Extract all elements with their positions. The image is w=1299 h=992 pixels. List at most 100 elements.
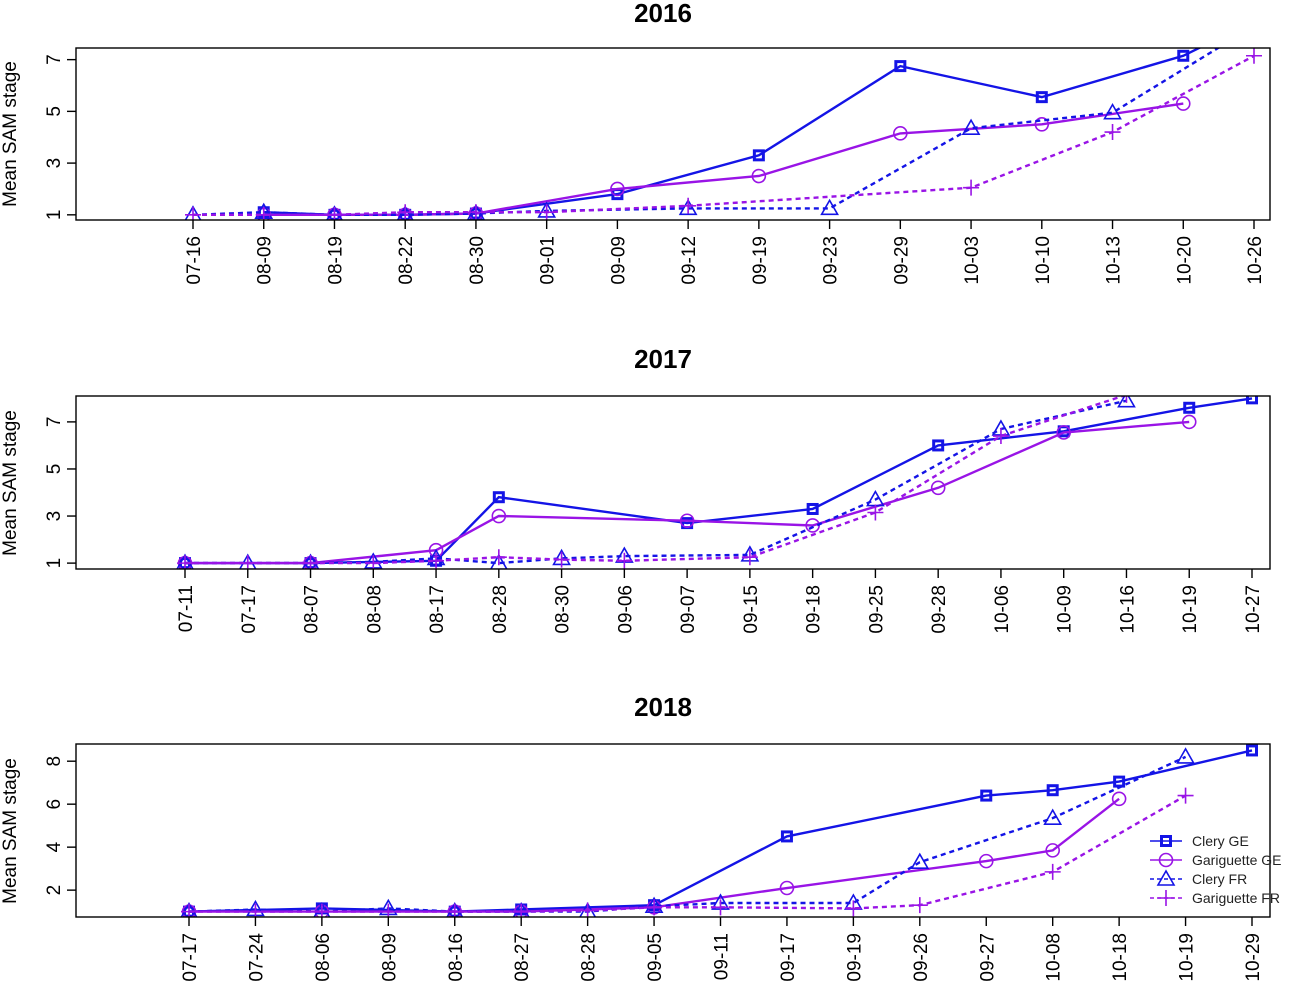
x-tick-label: 08-09 [379,933,400,982]
legend-item: Gariguette FR [1150,890,1280,906]
x-tick-label: 08-06 [313,933,334,982]
x-tick-label: 09-18 [804,585,825,634]
data-point [1176,747,1195,764]
x-tick-label: 07-11 [176,585,197,632]
series-line [185,420,1190,565]
data-point [930,480,946,496]
x-tick-label: 10-03 [962,236,983,285]
x-tick-label: 08-09 [255,236,276,285]
data-point [1111,791,1127,807]
data-point [646,899,663,916]
x-tick-label: 10-10 [1033,236,1054,285]
legend-label: Gariguette FR [1192,890,1280,906]
data-point [1043,808,1063,825]
data-point [579,902,596,917]
x-tick-label: 10-18 [1110,933,1131,982]
y-tick-label: 6 [44,799,65,810]
x-tick-label: 09-29 [891,236,912,285]
x-tick-label: 07-17 [180,933,201,982]
data-point [185,206,201,220]
data-point [1045,843,1060,858]
data-point [978,853,994,869]
data-point [255,206,272,220]
series-gariguette-fr [181,787,1194,917]
data-point [1175,96,1191,111]
data-point [538,204,555,220]
x-tick-label: 10-26 [1245,236,1266,285]
series-line [185,396,1127,565]
y-tick-label: 1 [44,558,65,569]
series-line [193,54,1255,216]
x-tick-label: 08-22 [396,236,417,285]
data-point [491,508,507,524]
x-tick-label: 09-01 [538,236,559,285]
series-line [185,399,1127,565]
x-tick-label: 09-12 [679,236,700,285]
data-point [911,897,928,914]
data-point [326,206,343,220]
data-point [712,899,729,916]
data-point [492,491,505,504]
legend-item: Clery FR [1150,869,1247,887]
legend-marker [1160,835,1172,847]
panel-title: 2018 [634,692,692,722]
data-point [1117,396,1136,408]
x-tick-label: 10-16 [1117,585,1138,634]
data-point [779,880,795,896]
x-tick-label: 09-23 [821,236,842,285]
x-tick-label: 09-26 [911,933,932,982]
x-tick-label: 10-27 [1243,585,1264,634]
legend: Clery GE Gariguette GE Clery FR Gariguette … [1150,833,1282,906]
data-point [1104,124,1121,141]
data-point [741,549,758,566]
x-tick-label: 08-19 [325,236,346,285]
x-tick-label: 09-15 [741,585,762,634]
data-point [397,204,414,220]
x-tick-label: 09-09 [608,236,629,285]
x-tick-label: 08-30 [467,236,488,285]
panel-title: 2016 [634,0,692,28]
legend-label: Clery GE [1192,833,1249,849]
x-tick-label: 08-30 [553,585,574,634]
x-tick-label: 08-27 [512,933,533,982]
x-tick-label: 07-24 [246,933,267,982]
data-point [467,204,484,220]
data-point [1034,117,1050,132]
y-axis-label: Mean SAM stage [0,758,21,904]
y-tick-label: 5 [44,464,65,475]
data-point [553,551,570,568]
data-point [1246,744,1258,757]
x-tick-label: 10-13 [1104,236,1125,285]
data-point [1056,425,1072,440]
legend-marker [1158,852,1174,868]
series-gariguette-fr [185,48,1262,220]
plot-frame [75,743,1271,918]
x-tick-label: 10-29 [1243,933,1264,982]
data-point [910,852,930,869]
x-tick-label: 09-05 [645,933,666,982]
series-clery-fr [176,396,1136,569]
plot-frame [75,395,1271,570]
legend-item: Gariguette GE [1150,852,1282,868]
x-tick-label: 08-08 [364,585,385,634]
data-point [680,197,697,214]
data-point [1113,775,1126,788]
series-clery-ge [257,48,1202,220]
panel-2018: 2018 Mean SAM stage 2 4 6 8 07-17 07-24 08-06 08-… [0,692,1282,982]
data-point [751,168,767,184]
data-point [1177,49,1190,62]
x-tick-label: 10-19 [1180,585,1201,634]
y-tick-label: 5 [44,106,65,117]
series-line [192,48,1221,216]
data-point [1246,18,1262,32]
y-axis-label: Mean SAM stage [0,61,21,207]
data-point [1177,787,1194,804]
y-axis-label: Mean SAM stage [0,410,21,556]
data-point [616,552,633,569]
x-tick-label: 08-17 [427,585,448,634]
data-point [1044,863,1061,880]
series-clery-ge [179,396,1258,569]
series-line [188,749,1253,913]
series-gariguette-ge [177,414,1197,569]
data-point [1035,91,1048,104]
